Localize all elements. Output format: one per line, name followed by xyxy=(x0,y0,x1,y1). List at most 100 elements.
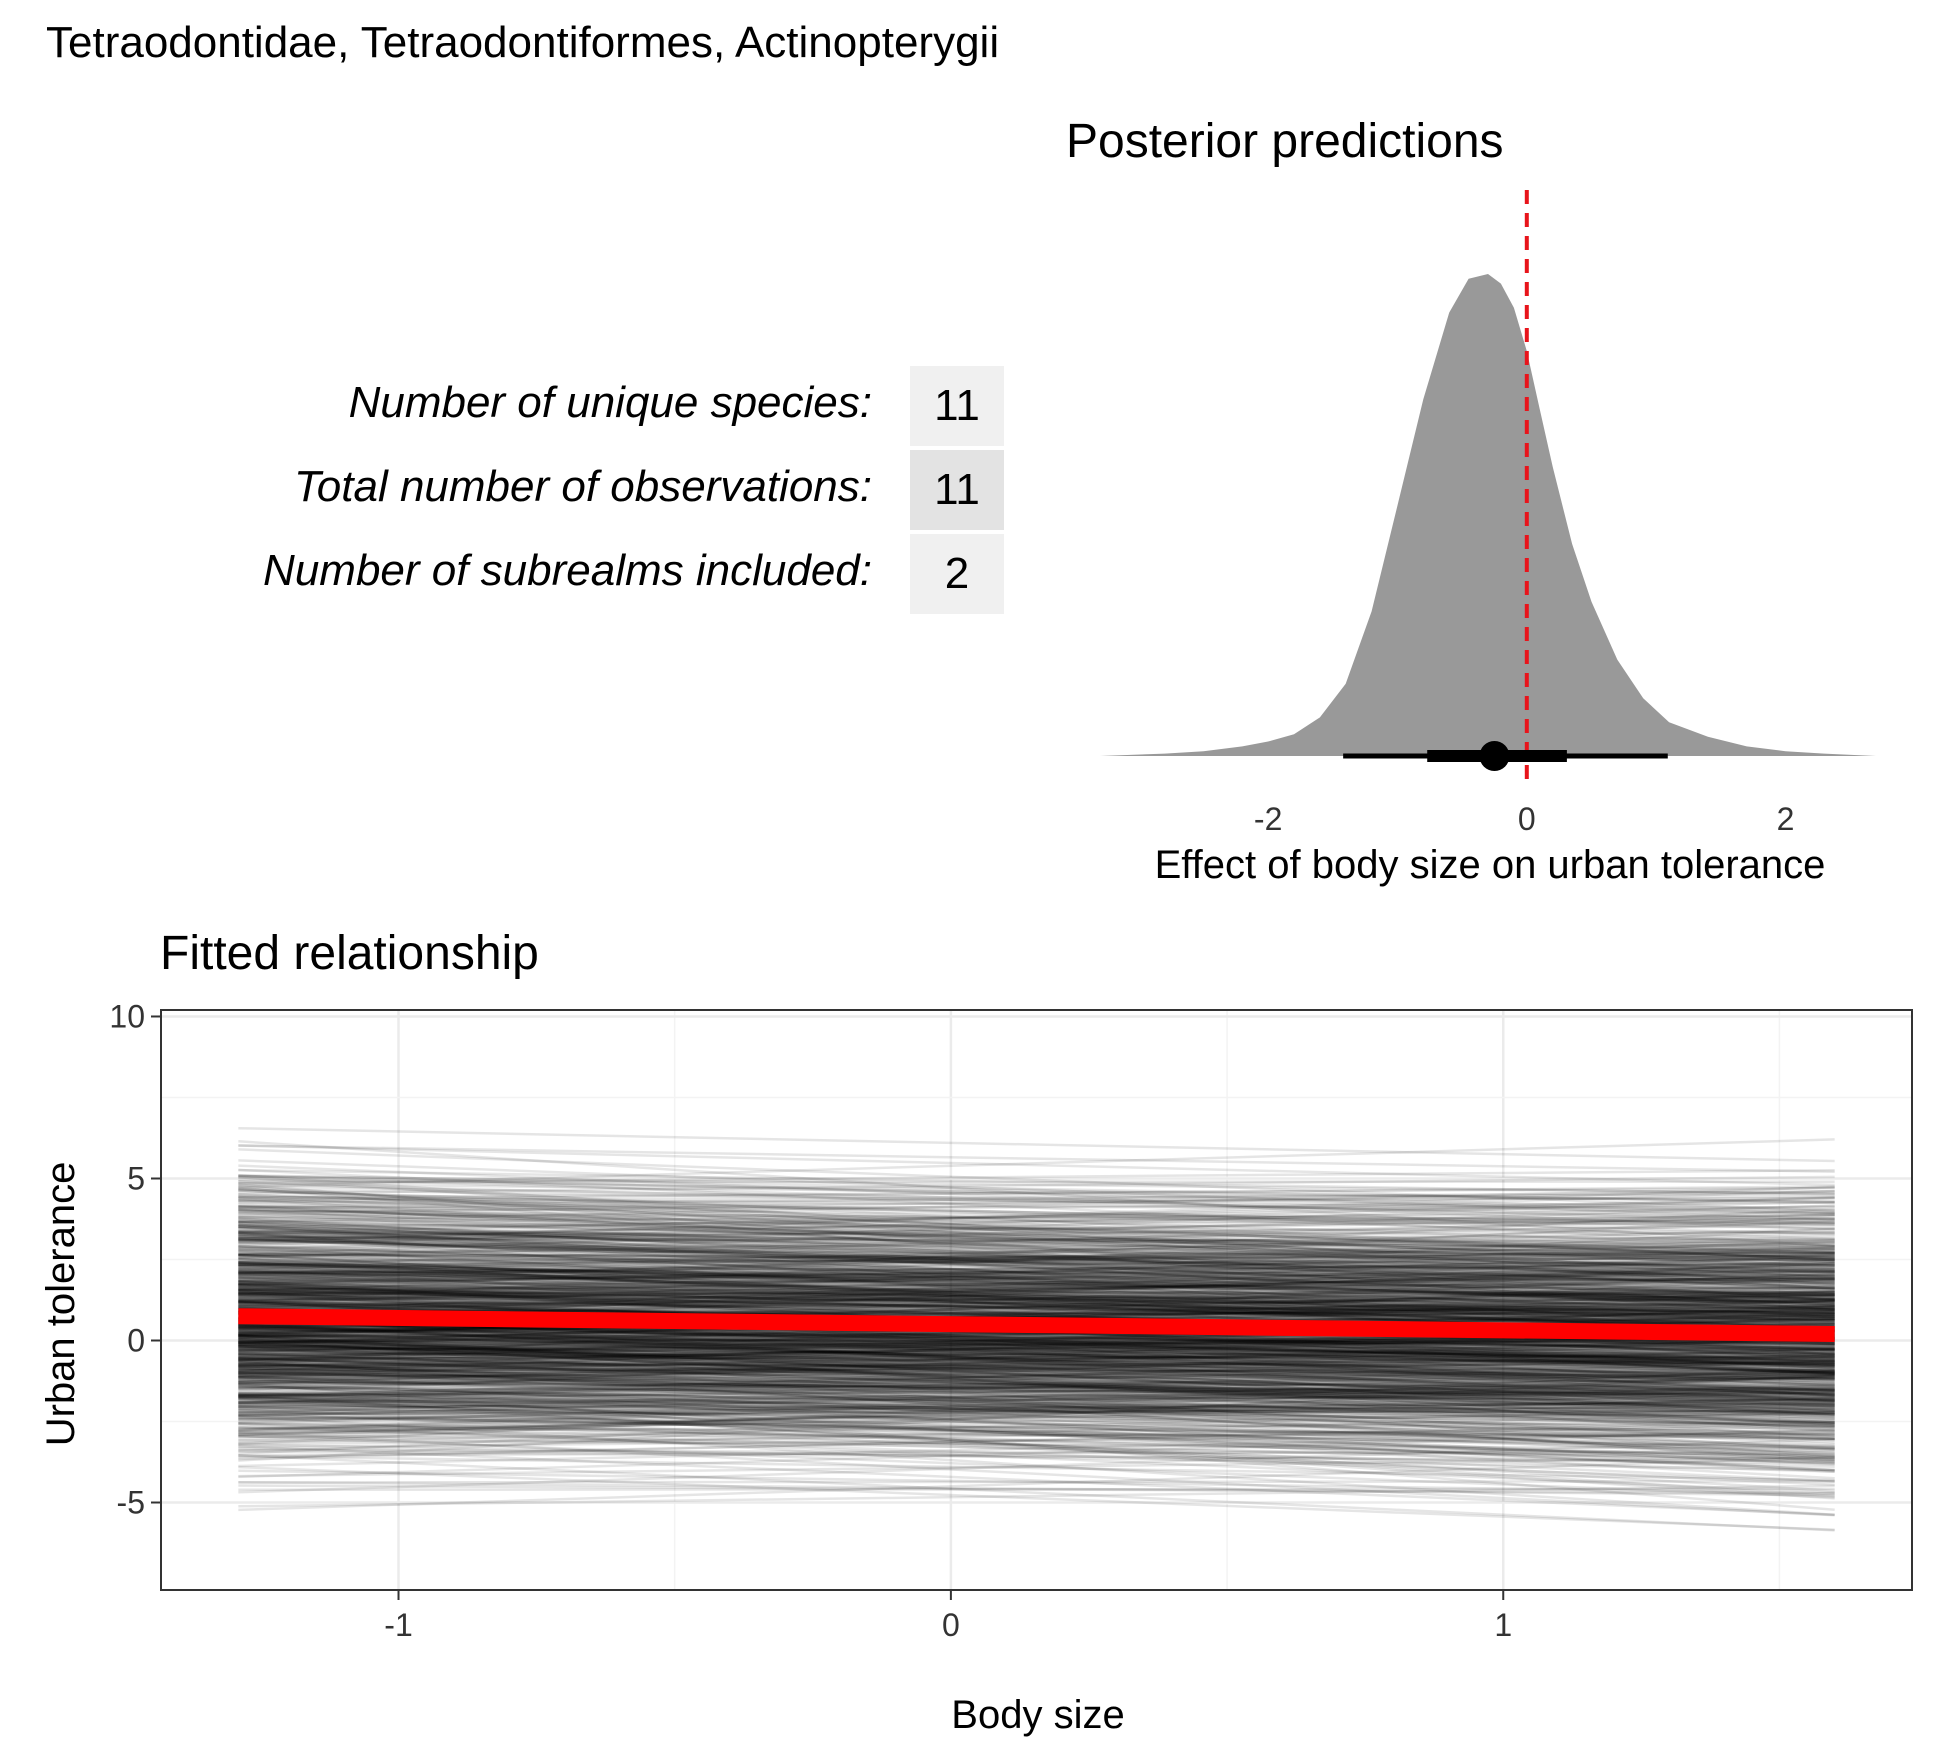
posterior-draw-line xyxy=(238,1193,1835,1202)
posterior-draw-line xyxy=(238,1346,1835,1404)
posterior-draw-line xyxy=(238,1257,1835,1286)
posterior-draw-line xyxy=(238,1409,1835,1416)
posterior-draw-line xyxy=(238,1351,1835,1367)
posterior-draw-line xyxy=(238,1344,1835,1366)
posterior-draw-line xyxy=(238,1159,1835,1221)
posterior-draw-line xyxy=(238,1223,1835,1325)
posterior-draw-line xyxy=(238,1400,1835,1417)
posterior-draw-line xyxy=(238,1208,1835,1285)
posterior-draw-line xyxy=(238,1336,1835,1362)
posterior-draw-line xyxy=(238,1236,1835,1280)
posterior-draw-line xyxy=(238,1376,1835,1398)
posterior-draw-line xyxy=(238,1409,1835,1415)
posterior-draw-line xyxy=(238,1374,1835,1437)
posterior-draw-line xyxy=(238,1205,1835,1254)
posterior-draw-line xyxy=(238,1288,1835,1319)
posterior-draw-line xyxy=(238,1422,1835,1458)
posterior-draw-line xyxy=(238,1337,1835,1458)
posterior-draw-line xyxy=(238,1352,1835,1363)
posterior-draw-line xyxy=(238,1306,1835,1362)
posterior-draw-line xyxy=(238,1351,1835,1400)
point-estimate xyxy=(1479,741,1510,771)
posterior-draw-line xyxy=(238,1239,1835,1306)
posterior-draw-line xyxy=(238,1232,1835,1271)
posterior-draw-line xyxy=(238,1336,1835,1405)
posterior-draw-line xyxy=(238,1334,1835,1364)
posterior-draw-line xyxy=(238,1270,1835,1316)
posterior-draw-line xyxy=(238,1339,1835,1352)
posterior-draw-line xyxy=(238,1260,1835,1284)
posterior-draw-line xyxy=(238,1344,1835,1389)
posterior-draw-line xyxy=(238,1393,1835,1428)
posterior-draw-line xyxy=(238,1282,1835,1309)
posterior-draw-line xyxy=(238,1324,1835,1397)
posterior-draw-line xyxy=(238,1337,1835,1431)
posterior-draw-line xyxy=(238,1291,1835,1307)
posterior-draw-line xyxy=(238,1434,1835,1499)
posterior-draw-line xyxy=(238,1330,1835,1387)
stat-label: Total number of observations: xyxy=(293,462,872,511)
posterior-draw-line xyxy=(238,1253,1835,1330)
posterior-draw-line xyxy=(238,1404,1835,1420)
posterior-draw-line xyxy=(238,1389,1835,1480)
posterior-draw-line xyxy=(238,1366,1835,1429)
posterior-draw-line xyxy=(238,1395,1835,1406)
posterior-draw-line xyxy=(238,1374,1835,1412)
posterior-draw-line xyxy=(238,1447,1835,1465)
posterior-draw-line xyxy=(238,1275,1835,1320)
posterior-draw-line xyxy=(238,1204,1835,1260)
posterior-draw-line xyxy=(238,1453,1835,1532)
posterior-draw-line xyxy=(238,1351,1835,1356)
posterior-draw-line xyxy=(238,1293,1835,1322)
posterior-draw-line xyxy=(238,1338,1835,1351)
posterior-draw-line xyxy=(238,1369,1835,1462)
posterior-draw-line xyxy=(238,1364,1835,1372)
posterior-draw-line xyxy=(238,1405,1835,1414)
posterior-draw-line xyxy=(238,1382,1835,1388)
posterior-draw-line xyxy=(238,1386,1835,1419)
posterior-draw-line xyxy=(238,1308,1835,1313)
posterior-draw-line xyxy=(238,1186,1835,1199)
x-tick-label: -1 xyxy=(384,1607,412,1643)
posterior-draw-line xyxy=(238,1229,1835,1248)
posterior-draw-line xyxy=(238,1348,1835,1390)
plot-panel-border xyxy=(160,1009,1913,1591)
posterior-draw-line xyxy=(238,1251,1835,1266)
posterior-draw-line xyxy=(238,1433,1835,1456)
posterior-draw-line xyxy=(238,1340,1835,1379)
posterior-draw-line xyxy=(238,1289,1835,1329)
posterior-draw-line xyxy=(238,1287,1835,1296)
posterior-draw-line xyxy=(238,1334,1835,1349)
posterior-draw-line xyxy=(238,1293,1835,1301)
posterior-draw-line xyxy=(238,1252,1835,1267)
posterior-draw-line xyxy=(238,1334,1835,1349)
posterior-draw-line xyxy=(238,1272,1835,1356)
posterior-draw-line xyxy=(238,1438,1835,1451)
posterior-draw-line xyxy=(238,1367,1835,1375)
posterior-draw-line xyxy=(238,1322,1835,1352)
posterior-draw-line xyxy=(238,1271,1835,1277)
posterior-draw-line xyxy=(238,1373,1835,1397)
posterior-draw-line xyxy=(238,1423,1835,1468)
posterior-draw-line xyxy=(238,1411,1835,1431)
posterior-draw-line xyxy=(238,1369,1835,1384)
posterior-draw-line xyxy=(238,1343,1835,1359)
posterior-draw-line xyxy=(238,1243,1835,1249)
posterior-draw-line xyxy=(238,1320,1835,1416)
posterior-draw-line xyxy=(238,1238,1835,1281)
posterior-draw-line xyxy=(238,1253,1835,1283)
posterior-draw-line xyxy=(238,1352,1835,1359)
posterior-draw-line xyxy=(238,1323,1835,1387)
posterior-draw-line xyxy=(238,1326,1835,1354)
posterior-draw-line xyxy=(238,1233,1835,1327)
posterior-draw-line xyxy=(238,1385,1835,1421)
posterior-draw-line xyxy=(238,1289,1835,1328)
posterior-draw-line xyxy=(238,1455,1835,1512)
posterior-draw-line xyxy=(238,1280,1835,1285)
posterior-draw-line xyxy=(238,1393,1835,1498)
posterior-draw-line xyxy=(238,1225,1835,1302)
posterior-draw-line xyxy=(238,1261,1835,1306)
posterior-draw-line xyxy=(238,1279,1835,1297)
posterior-draw-line xyxy=(238,1299,1835,1335)
